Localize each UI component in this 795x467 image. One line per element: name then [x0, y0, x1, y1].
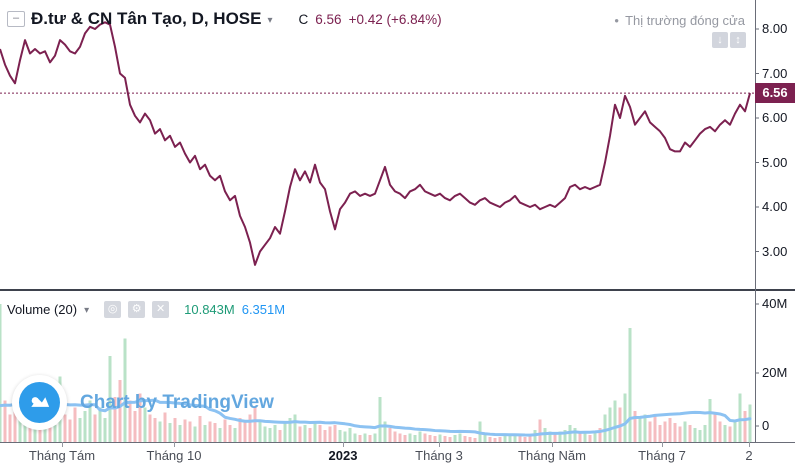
time-axis-label: 2023: [328, 448, 358, 463]
time-axis-label: Tháng Năm: [518, 448, 586, 463]
mountain-logo-glyph: [31, 397, 50, 407]
price-axis-label: 7.00: [762, 65, 788, 81]
volume-ma-value: 6.351M: [241, 302, 286, 317]
price-change: +0.42 (+6.84%): [348, 11, 442, 27]
market-status: ● Thị trường đóng cửa: [614, 13, 745, 28]
symbol-title[interactable]: Đ.tư & CN Tân Tạo, D, HOSE: [31, 9, 262, 28]
arrow-updown-icon: ↕: [735, 34, 741, 46]
time-axis-label: Tháng 3: [415, 448, 463, 463]
tradingview-logo-icon[interactable]: [12, 375, 67, 430]
close-icon[interactable]: ✕: [152, 301, 170, 318]
watermark-text[interactable]: Chart by TradingView: [80, 391, 274, 413]
tradingview-logo-circle: [19, 382, 60, 423]
chevron-down-icon[interactable]: ▾: [84, 305, 90, 316]
time-axis-label: Tháng 7: [638, 448, 686, 463]
time-axis-label: 2: [745, 448, 753, 463]
time-axis-label: Tháng 10: [146, 448, 202, 463]
volume-value: 10.843M: [184, 302, 235, 317]
visibility-icon[interactable]: ◎: [104, 301, 122, 318]
volume-pane-legend: Volume (20) ▾ ◎ ⚙ ✕ 10.843M 6.351M: [7, 301, 285, 318]
time-axis-label: Tháng Tám: [28, 448, 96, 463]
market-closed-dot-icon: ●: [614, 16, 620, 25]
arrow-down-icon: ↓: [717, 34, 723, 46]
scroll-down-button[interactable]: ↓: [712, 32, 728, 48]
price-pane-legend: – Đ.tư & CN Tân Tạo, D, HOSE ▾ C 6.56 +0…: [7, 9, 442, 29]
volume-axis-label: 40M: [762, 296, 788, 311]
price-axis-label: 8.00: [762, 21, 788, 36]
close-value: 6.56: [315, 11, 342, 27]
volume-axis-label: 20M: [762, 365, 788, 380]
price-axis-label: 6.00: [762, 110, 788, 125]
price-values: C 6.56 +0.42 (+6.84%): [299, 12, 442, 27]
volume-axis-label: 0: [762, 418, 770, 433]
collapse-legend-icon[interactable]: –: [7, 11, 25, 27]
autoscale-button[interactable]: ↕: [730, 32, 746, 48]
price-axis-label: 5.00: [762, 154, 788, 170]
chevron-down-icon[interactable]: ▾: [267, 14, 273, 26]
time-axis[interactable]: Tháng Tám Tháng 10 2023 Tháng 3 Tháng Năm Thá…: [0, 442, 795, 467]
close-label: C: [298, 11, 309, 27]
tradingview-attribution[interactable]: Chart by TradingView: [12, 375, 274, 430]
volume-indicator-title: Volume (20): [7, 302, 78, 317]
gear-icon[interactable]: ⚙: [128, 301, 146, 318]
last-price-badge: 6.56: [755, 83, 795, 103]
price-axis-label: 4.00: [762, 199, 788, 214]
market-status-text: Thị trường đóng cửa: [625, 13, 745, 28]
price-axis-label: 3.00: [762, 243, 788, 259]
